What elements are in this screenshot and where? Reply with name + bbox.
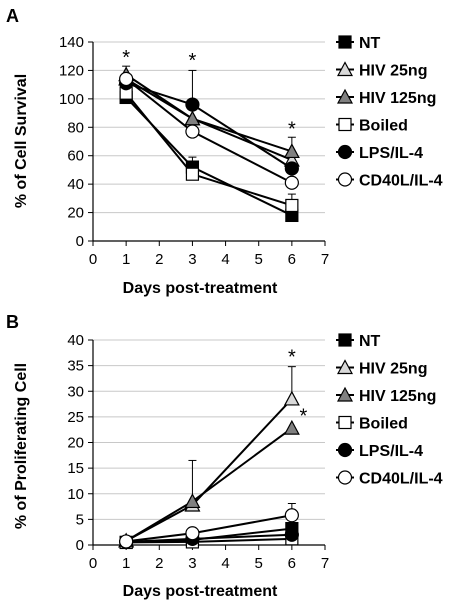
panel-a-legend-marker-hiv-25ng [336, 61, 354, 77]
panel-b-legend-marker-boiled [338, 415, 352, 430]
panel-a-legend-label-nt: NT [359, 35, 381, 52]
panel-b-legend-marker-hiv-125ng [336, 386, 354, 402]
panel-a-x-tick-label: 3 [188, 251, 196, 268]
panel-a-point-lps-il-4 [284, 161, 299, 176]
panel-b-x-tick-label: 3 [188, 555, 196, 572]
panel-a-x-tick-label: 0 [89, 251, 97, 268]
panel-a-x-tick-label: 5 [255, 251, 263, 268]
panel-a-x-axis-label: Days post-treatment [123, 280, 278, 297]
panel-a-point-hiv-125ng [283, 143, 300, 159]
panel-b-label: B [6, 312, 19, 332]
panel-b-point-hiv-25ng [283, 390, 300, 406]
panel-a-x-tick-label: 1 [122, 251, 130, 268]
panel-b-x-tick-label: 2 [155, 555, 163, 572]
panel-b-y-tick-label: 35 [67, 358, 84, 375]
panel-a-x-tick-label: 7 [321, 251, 329, 268]
panel-b-point-hiv-125ng [184, 493, 201, 509]
panel-a-chart: 0 20 40 60 80 100 120 140 0 1 2 3 4 5 6 7 * * * [59, 34, 329, 268]
panel-a-x-tick-label: 4 [221, 251, 229, 268]
panel-a-legend-marker-boiled [338, 117, 352, 132]
panel-a-point-cd40l-il-4 [185, 124, 200, 139]
panel-b-y-tick-label: 15 [67, 460, 84, 477]
panel-b-x-axis-label: Days post-treatment [123, 583, 278, 600]
panel-a-significance-mark: * [288, 118, 296, 140]
panel-b-y-tick-label: 30 [67, 383, 84, 400]
panel-b-legend-marker-cd40l-il-4 [337, 470, 353, 485]
panel-a-label: A [6, 6, 19, 26]
panel-a-significance-mark: * [122, 47, 130, 69]
panel-b-chart: 0 5 10 15 20 25 30 35 40 0 1 2 3 4 5 6 7 * * [67, 332, 329, 572]
panel-a-point-boiled [185, 167, 200, 181]
panel-b-significance-mark: * [288, 346, 296, 368]
panel-b-y-tick-label: 25 [67, 409, 84, 426]
panel-a-significance-mark: * [189, 50, 197, 72]
panel-a-point-boiled [285, 198, 299, 213]
panel-b-point-lps-il-4 [284, 527, 299, 542]
panel-a-legend-label-boiled: Boiled [359, 118, 408, 135]
panel-a-legend-label-lps-il-4: LPS/IL-4 [359, 145, 423, 162]
panel-b-y-tick-label: 0 [76, 537, 84, 554]
panel-b-x-tick-label: 6 [288, 555, 296, 572]
panel-a-y-tick-label: 140 [59, 34, 84, 51]
panel-b-point-cd40l-il-4 [185, 526, 200, 541]
panel-a-y-tick-label: 40 [67, 176, 84, 193]
panel-a-y-tick-label: 80 [67, 119, 84, 136]
panel-a-x-tick-label: 6 [288, 251, 296, 268]
panel-b-legend-label-lps-il-4: LPS/IL-4 [359, 443, 423, 460]
panel-b-legend-marker-hiv-25ng [336, 359, 354, 375]
panel-a-legend-marker-hiv-125ng [336, 88, 354, 104]
panel-a-legend: NT HIV 25ng HIV 125ng Boiled LPS/IL-4 CD40L/I… [336, 35, 443, 190]
panel-b-x-tick-label: 0 [89, 555, 97, 572]
panel-a-legend-label-hiv-125ng: HIV 125ng [359, 90, 436, 107]
panel-a-legend-marker-cd40l-il-4 [337, 172, 353, 187]
panel-a-point-hiv-125ng [184, 110, 201, 126]
panel-b-significance-mark: * [300, 405, 308, 427]
panel-b: B % of Proliferating Cell Days post-trea… [6, 312, 443, 600]
panel-a-point-cd40l-il-4 [284, 175, 299, 190]
panel-b-legend-label-hiv-25ng: HIV 25ng [359, 361, 427, 378]
panel-a-y-tick-label: 120 [59, 62, 84, 79]
panel-a-legend-marker-lps-il-4 [337, 144, 353, 160]
panel-b-x-tick-label: 7 [321, 555, 329, 572]
panel-b-y-tick-label: 20 [67, 435, 84, 452]
panel-a-y-tick-label: 60 [67, 148, 84, 165]
panel-a-y-tick-label: 100 [59, 91, 84, 108]
panel-b-legend-label-nt: NT [359, 333, 381, 350]
panel-b-point-cd40l-il-4 [284, 508, 299, 523]
panel-a-x-tick-label: 2 [155, 251, 163, 268]
panel-a: A % of Cell Survival Days post-treatment… [6, 6, 443, 297]
panel-a-legend-label-cd40l-il-4: CD40L/IL-4 [359, 173, 443, 190]
panel-a-point-cd40l-il-4 [119, 71, 134, 87]
panel-b-x-tick-label: 1 [122, 555, 130, 572]
panel-b-y-tick-label: 10 [67, 486, 84, 503]
panel-b-point-cd40l-il-4 [119, 534, 134, 549]
panel-b-y-axis-label: % of Proliferating Cell [13, 363, 30, 529]
panel-b-legend-label-cd40l-il-4: CD40L/IL-4 [359, 471, 443, 488]
panel-b-legend-marker-nt [338, 333, 352, 347]
panel-b-point-hiv-125ng [283, 419, 300, 435]
panel-b-series-line-hiv-125ng [125, 427, 293, 542]
panel-b-y-tick-label: 5 [76, 511, 84, 528]
panel-a-y-tick-label: 20 [67, 205, 84, 222]
panel-a-y-tick-label: 0 [76, 233, 84, 250]
panel-a-y-axis-label: % of Cell Survival [13, 74, 30, 208]
panel-b-legend-label-boiled: Boiled [359, 416, 408, 433]
panel-b-y-tick-label: 40 [67, 332, 84, 349]
panel-a-point-lps-il-4 [185, 97, 200, 112]
panel-a-legend-label-hiv-25ng: HIV 25ng [359, 63, 427, 80]
panel-b-legend-marker-lps-il-4 [337, 442, 353, 458]
panel-a-legend-marker-nt [338, 35, 352, 49]
panel-b-legend-label-hiv-125ng: HIV 125ng [359, 388, 436, 405]
panel-b-x-tick-label: 5 [255, 555, 263, 572]
panel-b-legend: NT HIV 25ng HIV 125ng Boiled LPS/IL-4 CD40L/I… [336, 333, 443, 488]
panel-b-x-tick-label: 4 [221, 555, 229, 572]
